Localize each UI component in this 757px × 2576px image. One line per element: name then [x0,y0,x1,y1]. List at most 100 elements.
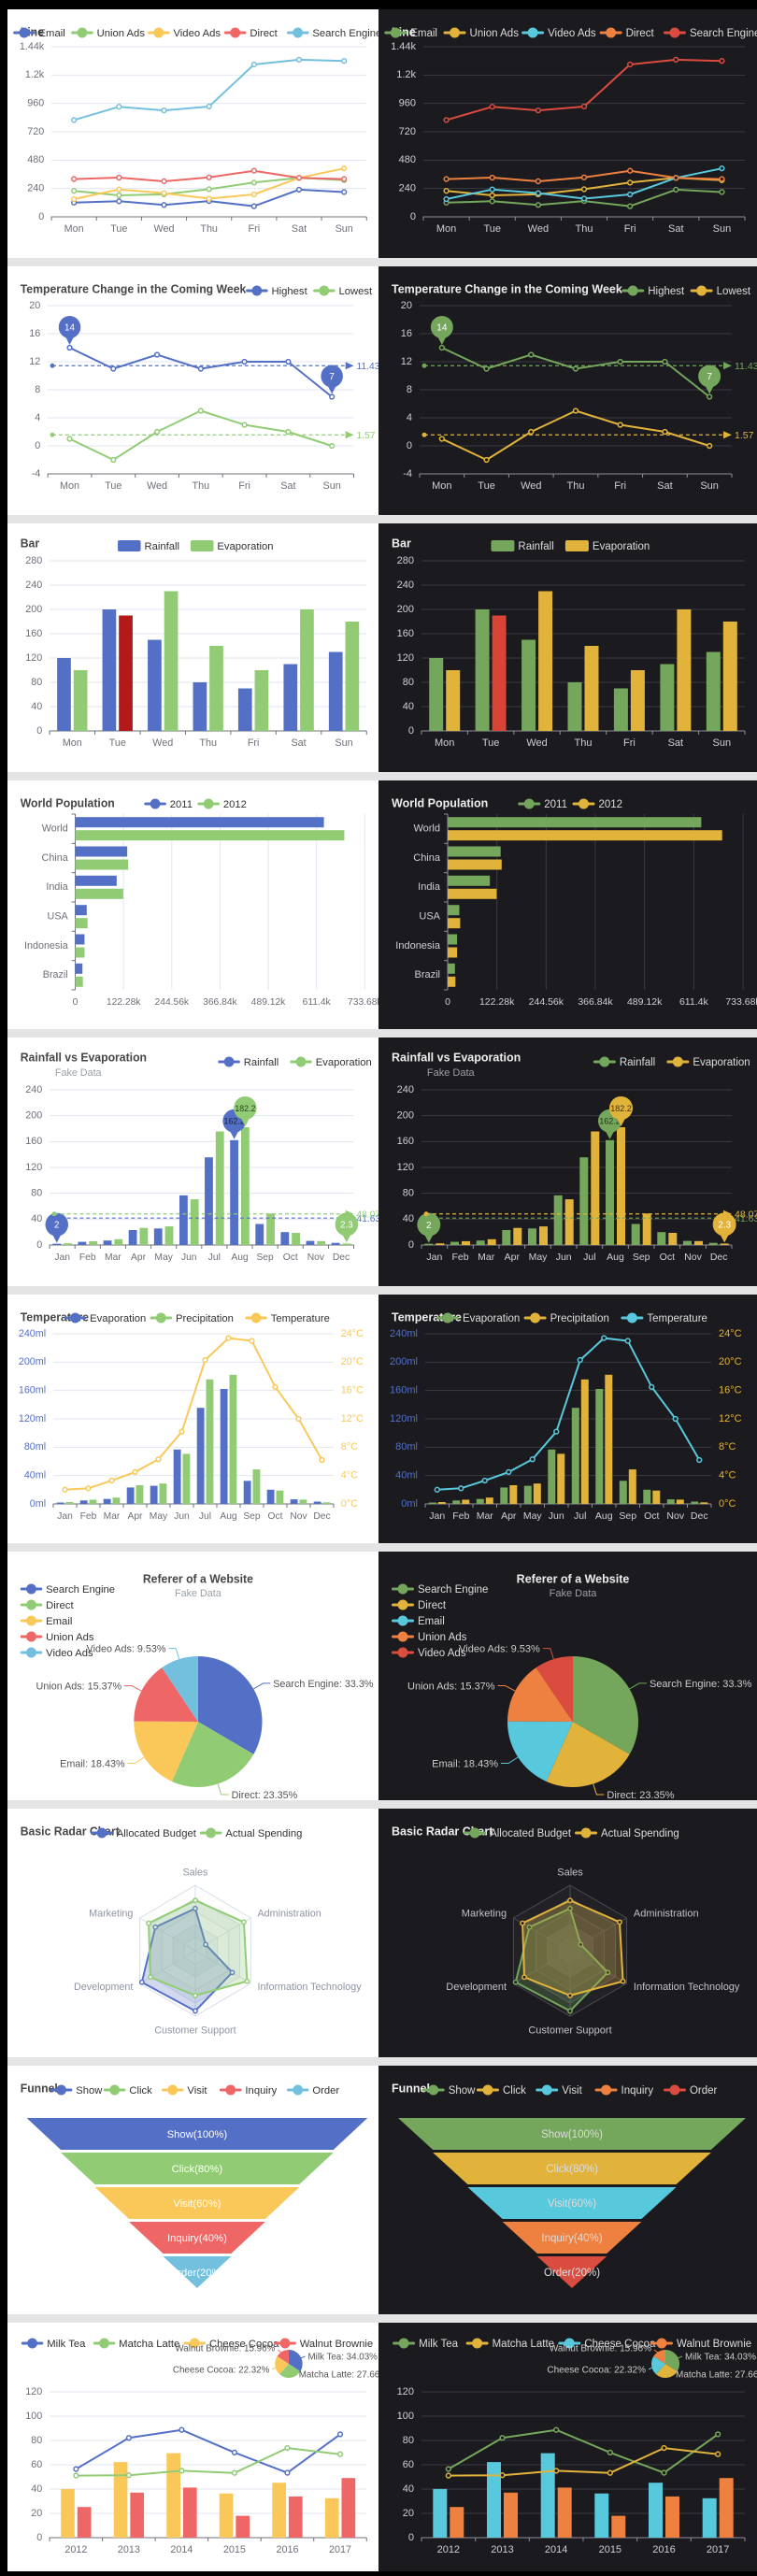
svg-text:Inquiry: Inquiry [245,2085,277,2097]
svg-text:Milk Tea: Milk Tea [47,2339,86,2350]
svg-text:20: 20 [403,2508,414,2519]
svg-text:Jun: Jun [556,1252,572,1263]
rainfall-evaporation-chart-light[interactable]: Rainfall vs Evaporation Fake Data Rainfall… [7,1038,378,1286]
svg-text:14: 14 [436,323,448,334]
svg-text:Walnut Brownie: 15.96%: Walnut Brownie: 15.96% [550,2344,651,2354]
svg-text:Tue: Tue [105,480,121,492]
svg-text:Dec: Dec [333,1252,350,1263]
svg-text:20°C: 20°C [719,1356,742,1367]
svg-text:240ml: 240ml [390,1328,418,1339]
svg-text:20: 20 [31,2508,42,2519]
svg-text:Jan: Jan [54,1252,70,1263]
svg-text:Video Ads: Video Ads [548,28,596,39]
svg-text:Jan: Jan [429,1510,445,1522]
svg-text:480: 480 [399,154,416,165]
svg-text:280: 280 [25,555,42,566]
svg-text:Thu: Thu [199,737,217,749]
svg-text:Tue: Tue [482,737,500,749]
svg-text:Fri: Fri [249,223,261,235]
bar-chart-light[interactable]: Bar Rainfall Evaporation 0 40 80 120 160 200 240 2… [7,523,378,772]
temperature-change-chart-light[interactable]: Temperature Change in the Coming Week Hig… [7,266,378,515]
svg-text:Marketing: Marketing [462,1909,507,1920]
svg-text:200: 200 [397,604,414,615]
temperature-change-chart-dark[interactable]: Temperature Change in the Coming Week Hig… [378,266,757,515]
svg-text:Jun: Jun [181,1252,197,1263]
svg-text:100: 100 [25,2411,42,2422]
svg-text:200: 200 [397,1110,414,1122]
svg-text:India: India [418,881,441,893]
dataset-combo-chart-dark[interactable]: Milk Tea Matcha Latte Cheese Cocoa Walnut B… [378,2323,757,2571]
svg-text:Order(20%): Order(20%) [169,2268,224,2279]
svg-text:Fri: Fri [614,480,626,492]
svg-text:Highest: Highest [648,286,685,297]
svg-text:Dec: Dec [691,1510,708,1522]
svg-text:Email: Email [410,28,437,39]
temperature-dual-axis-chart-light[interactable]: Temperature Evaporation Precipitation Tempe… [7,1295,378,1543]
svg-text:Mar: Mar [105,1252,121,1263]
svg-text:Click: Click [129,2085,152,2097]
svg-text:Walnut Brownie: 15.96%: Walnut Brownie: 15.96% [175,2344,275,2354]
svg-text:40: 40 [31,701,42,712]
svg-text:Bar: Bar [392,537,411,550]
svg-text:USA: USA [419,911,440,923]
svg-text:2015: 2015 [599,2544,621,2555]
svg-text:Tue: Tue [478,480,495,492]
svg-text:12: 12 [401,356,412,367]
svg-text:Video Ads: 9.53%: Video Ads: 9.53% [87,1643,166,1654]
svg-text:200ml: 200ml [390,1356,418,1367]
svg-text:Video Ads: Video Ads [46,1648,93,1659]
svg-text:Search Engine: Search Engine [46,1584,115,1596]
svg-text:Fri: Fri [623,737,636,749]
funnel-chart-dark[interactable]: Funnel Show Click Visit Inquiry Order Show(100… [378,2066,757,2314]
svg-text:Temperature Change in the Comi: Temperature Change in the Coming Week [392,282,622,295]
basic-radar-chart-light[interactable]: Basic Radar Chart Allocated Budget Actual … [7,1809,378,2057]
svg-text:2017: 2017 [707,2544,729,2555]
svg-text:60: 60 [31,2459,42,2470]
svg-text:960: 960 [27,97,44,108]
referer-pie-chart-dark[interactable]: Referer of a Website Fake Data Search Engi… [378,1552,757,1800]
svg-text:Rainfall: Rainfall [620,1057,655,1068]
svg-text:162.2: 162.2 [224,1117,245,1126]
funnel-chart-light[interactable]: Funnel Show Click Visit Inquiry Order Show(100… [7,2066,378,2314]
svg-text:Mar: Mar [477,1510,494,1522]
svg-text:-4: -4 [403,468,412,479]
svg-text:120: 120 [25,1162,42,1173]
svg-text:Actual Spending: Actual Spending [225,1828,302,1839]
svg-text:Click(80%): Click(80%) [546,2164,598,2175]
svg-text:Jul: Jul [208,1252,221,1263]
svg-text:20: 20 [29,300,40,311]
rainfall-evaporation-chart-dark[interactable]: Rainfall vs Evaporation Fake Data Rainfall… [378,1038,757,1286]
svg-text:Evaporation: Evaporation [593,541,650,552]
svg-text:2016: 2016 [276,2544,298,2555]
svg-text:Matcha Latte: 27.66%: Matcha Latte: 27.66% [299,2370,378,2381]
svg-text:Mon: Mon [435,737,454,749]
dataset-combo-chart-light[interactable]: Milk Tea Matcha Latte Cheese Cocoa Walnut B… [7,2323,378,2571]
svg-text:733.68k: 733.68k [725,996,757,1008]
basic-radar-chart-dark[interactable]: Basic Radar Chart Allocated Budget Actual … [378,1809,757,2057]
svg-text:0: 0 [35,440,40,451]
svg-text:40: 40 [31,2483,42,2495]
svg-text:2012: 2012 [599,799,623,810]
svg-text:160: 160 [397,628,414,639]
svg-text:122.28k: 122.28k [479,996,515,1008]
svg-text:Jan: Jan [426,1252,442,1263]
world-population-chart-dark[interactable]: World Population 2011 2012 0 122.28k 244.56k 3… [378,780,757,1029]
world-population-chart-light[interactable]: World Population 2011 2012 0 122.28k 244.56k 3… [7,780,378,1029]
svg-text:40: 40 [31,1213,42,1224]
svg-text:Evaporation: Evaporation [90,1313,146,1324]
bar-chart-dark[interactable]: Bar Rainfall Evaporation 0 40 80 120 160 200 240 2… [378,523,757,772]
svg-text:0: 0 [38,211,44,222]
referer-pie-chart-light[interactable]: Referer of a Website Fake Data Search Engi… [7,1552,378,1800]
svg-text:0°C: 0°C [719,1498,736,1510]
svg-text:Order: Order [690,2085,718,2097]
svg-text:200: 200 [25,1109,42,1121]
temperature-dual-axis-chart-dark[interactable]: Temperature Evaporation Precipitation Tempe… [378,1295,757,1543]
svg-text:2013: 2013 [118,2544,140,2555]
svg-text:20: 20 [401,300,412,311]
svg-text:May: May [523,1510,543,1522]
svg-text:Show(100%): Show(100%) [541,2129,603,2140]
svg-text:Union Ads: 15.37%: Union Ads: 15.37% [36,1681,122,1692]
svg-text:0ml: 0ml [401,1498,418,1510]
